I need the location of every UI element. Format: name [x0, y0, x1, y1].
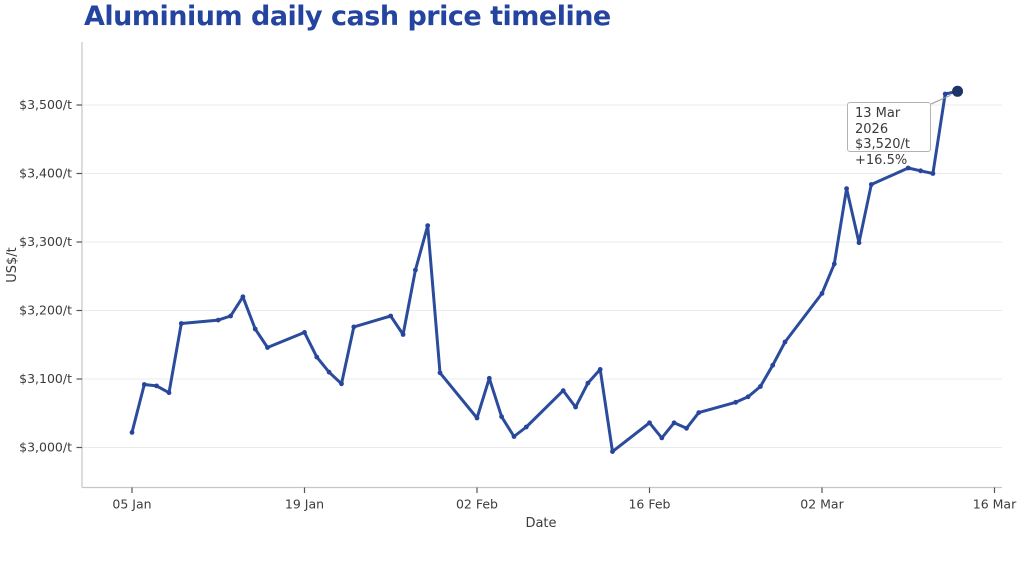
data-point-marker[interactable]: [265, 345, 270, 350]
y-tick-label: $3,200/t: [19, 303, 72, 318]
data-point-marker[interactable]: [597, 367, 603, 372]
data-point-marker[interactable]: [844, 186, 849, 192]
x-tick-label: 02 Feb: [456, 497, 498, 512]
x-tick-label: 02 Mar: [800, 497, 844, 512]
data-point-marker[interactable]: [745, 394, 751, 400]
data-point-marker[interactable]: [733, 399, 739, 405]
plot-area[interactable]: $3,000/t $3,100/t $3,200/t $3,300/t $3,400/t…: [19, 42, 1017, 512]
data-point-marker[interactable]: [523, 424, 529, 430]
data-point-marker[interactable]: [166, 390, 172, 396]
data-point-marker[interactable]: [413, 267, 418, 273]
data-point-marker[interactable]: [400, 332, 406, 337]
data-point-marker[interactable]: [178, 321, 184, 326]
data-point-marker[interactable]: [831, 261, 837, 267]
data-point-marker[interactable]: [905, 165, 911, 171]
y-axis-title: US$/t: [5, 247, 20, 283]
data-point-marker[interactable]: [314, 354, 320, 360]
data-point-marker[interactable]: [819, 291, 825, 296]
data-point-marker[interactable]: [240, 294, 246, 300]
data-point-marker[interactable]: [474, 415, 480, 421]
x-tick-label: 16 Feb: [628, 497, 670, 512]
data-point-marker[interactable]: [425, 223, 431, 229]
data-point-marker[interactable]: [868, 182, 874, 187]
data-point-marker[interactable]: [252, 326, 258, 332]
data-point-marker[interactable]: [129, 430, 135, 435]
tooltip-change: +16.5%: [855, 152, 908, 168]
data-point-marker[interactable]: [326, 369, 332, 375]
data-point-marker[interactable]: [339, 381, 344, 387]
data-point-marker[interactable]: [388, 313, 394, 319]
data-point-marker[interactable]: [511, 434, 517, 439]
data-point-marker[interactable]: [770, 362, 776, 368]
y-tick-label: $3,500/t: [19, 97, 72, 112]
data-point-marker[interactable]: [215, 317, 221, 323]
last-point-dot[interactable]: [952, 85, 964, 97]
y-tick-label: $3,300/t: [19, 234, 72, 249]
data-point-marker[interactable]: [437, 370, 443, 376]
chart-title: Aluminium daily cash price timeline: [84, 1, 611, 32]
data-point-marker[interactable]: [141, 382, 147, 387]
x-tick-label: 05 Jan: [112, 497, 151, 512]
data-point-marker[interactable]: [918, 168, 923, 174]
y-tick-label: $3,100/t: [19, 371, 72, 386]
data-point-marker[interactable]: [856, 240, 862, 246]
data-point-marker[interactable]: [647, 420, 652, 426]
data-point-marker[interactable]: [671, 420, 677, 426]
data-point-marker[interactable]: [585, 380, 591, 386]
data-point-marker[interactable]: [696, 410, 702, 415]
x-axis-title: Date: [525, 516, 556, 531]
data-point-marker[interactable]: [684, 425, 689, 431]
y-tick-label: $3,000/t: [19, 440, 72, 455]
tooltip-leader-line: [930, 94, 951, 105]
data-point-marker[interactable]: [942, 91, 948, 97]
x-tick-label: 16 Mar: [973, 497, 1017, 512]
price-line[interactable]: [130, 89, 959, 454]
data-point-marker[interactable]: [610, 449, 615, 454]
annotation-tooltip: 13 Mar 2026 $3,520/t +16.5%: [847, 102, 931, 168]
data-point-marker[interactable]: [228, 313, 234, 319]
x-tick-label: 19 Jan: [285, 497, 324, 512]
data-point-marker[interactable]: [560, 388, 566, 393]
data-point-marker[interactable]: [782, 339, 788, 345]
data-point-marker[interactable]: [758, 384, 763, 389]
data-point-marker[interactable]: [154, 383, 160, 389]
data-point-marker[interactable]: [351, 324, 357, 330]
y-tick-label: $3,400/t: [19, 166, 72, 181]
tooltip-price: $3,520/t: [855, 137, 910, 152]
tooltip-date: 13 Mar 2026: [855, 106, 901, 137]
data-point-marker[interactable]: [486, 375, 492, 381]
data-point-marker[interactable]: [659, 435, 665, 441]
data-point-marker[interactable]: [573, 404, 578, 410]
data-point-marker[interactable]: [499, 414, 504, 420]
data-point-marker[interactable]: [302, 330, 307, 335]
data-point-marker[interactable]: [930, 171, 936, 176]
